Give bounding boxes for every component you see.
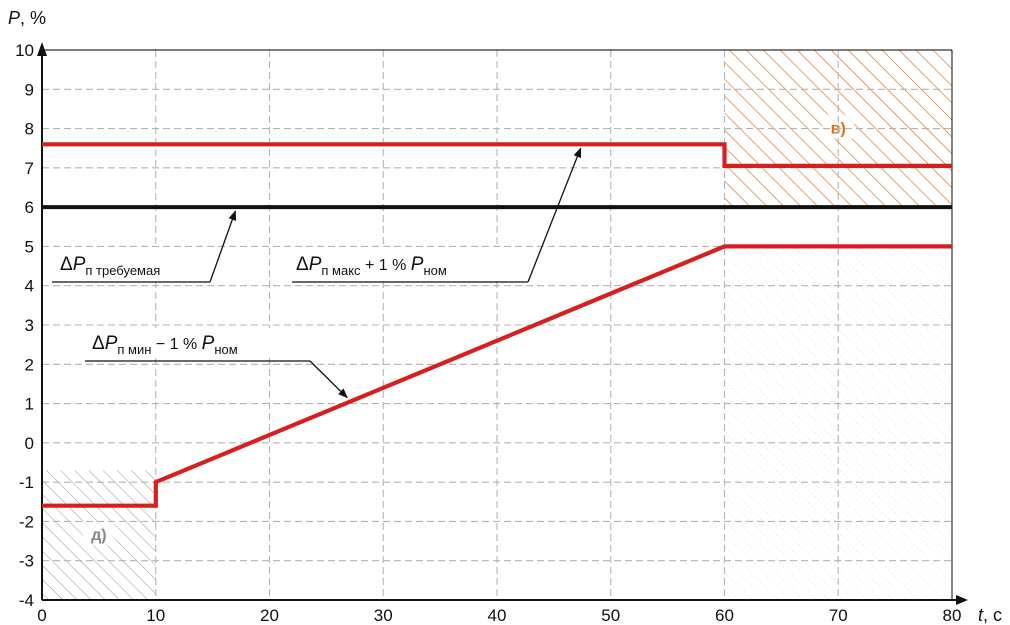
y-axis-arrow xyxy=(37,42,47,56)
series-layer xyxy=(42,142,952,508)
x-tick-label: 0 xyxy=(37,606,46,625)
x-tick-label: 70 xyxy=(829,606,848,625)
annotation-required: ΔPп требуемая xyxy=(60,254,160,278)
annotation-bg xyxy=(292,248,528,278)
y-tick-label: -1 xyxy=(19,473,34,492)
y-tick-label: 10 xyxy=(15,41,34,60)
y-tick-label: 8 xyxy=(25,120,34,139)
y-tick-label: -2 xyxy=(19,512,34,531)
y-tick-label: 1 xyxy=(25,395,34,414)
y-tick-label: 3 xyxy=(25,316,34,335)
y-tick-label: 6 xyxy=(25,198,34,217)
x-axis-arrow xyxy=(956,595,968,605)
x-tick-label: 20 xyxy=(260,606,279,625)
x-tick-label: 40 xyxy=(488,606,507,625)
x-tick-label: 10 xyxy=(146,606,165,625)
annotation-max-arrow xyxy=(527,147,582,283)
y-tick-label: -3 xyxy=(19,552,34,571)
y-tick-label: 7 xyxy=(25,159,34,178)
x-tick-label: 80 xyxy=(943,606,962,625)
y-axis-label: P, % xyxy=(8,8,46,28)
y-tick-label: 4 xyxy=(25,277,34,296)
region-label-bg xyxy=(82,521,115,546)
y-tick-label: 5 xyxy=(25,237,34,256)
x-tick-label: 50 xyxy=(601,606,620,625)
y-tick-label: 2 xyxy=(25,355,34,374)
annotation-max: ΔPп макс + 1 % Pном xyxy=(296,254,447,278)
series-line-2 xyxy=(42,142,952,168)
annotation-min: ΔPп мин − 1 % Pном xyxy=(92,333,238,357)
annotation-min-arrow xyxy=(309,360,348,399)
x-axis-label: t, с xyxy=(978,605,1002,625)
y-tick-label: -4 xyxy=(19,591,34,610)
series-line-3 xyxy=(42,244,952,508)
annotation-bg xyxy=(85,328,311,358)
annotation-bg xyxy=(52,248,212,278)
annotation-layer: ΔPп требуемая ΔPп макс + 1 % Pном ΔPп мин … xyxy=(52,147,582,399)
x-tick-label: 30 xyxy=(374,606,393,625)
annotation-required-arrow xyxy=(209,210,237,283)
x-tick-label: 60 xyxy=(715,606,734,625)
y-tick-label: 9 xyxy=(25,80,34,99)
region-label: д) xyxy=(91,527,106,544)
y-tick-label: 0 xyxy=(25,434,34,453)
